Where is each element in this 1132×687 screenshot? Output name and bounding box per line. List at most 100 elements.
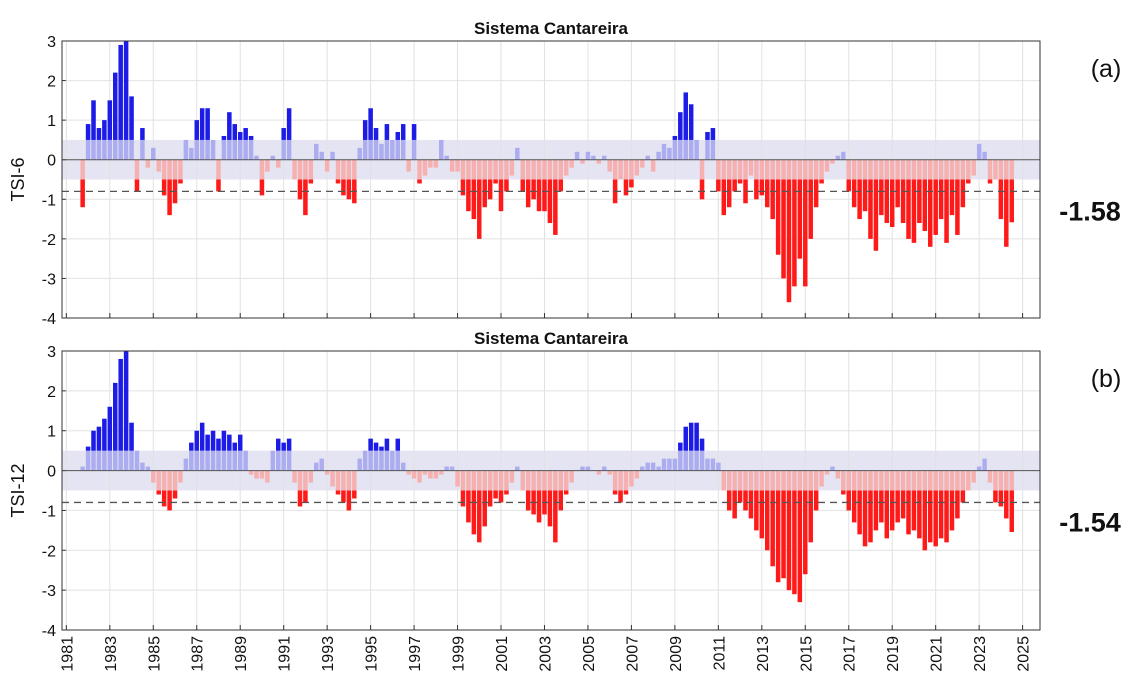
bar-beyond-band [748,490,754,519]
bar-beyond-band [1009,179,1014,223]
bar-beyond-band [276,438,281,451]
bar [971,470,976,483]
y-tick-label: 0 [47,464,56,481]
bar-beyond-band [227,112,232,140]
bar-beyond-band [732,179,737,192]
bar-beyond-band [107,100,113,140]
bar-beyond-band [346,490,352,511]
bar [286,438,292,471]
bar [449,466,455,471]
x-tick-label: 2025 [1016,636,1033,672]
bar-beyond-band [373,128,379,140]
bar-beyond-band [297,490,303,507]
bar [368,438,373,471]
bar-beyond-band [189,442,194,451]
bar [96,128,102,160]
bar [417,159,422,184]
bar-beyond-band [759,179,765,196]
bar-beyond-band [895,490,900,523]
bar [373,442,379,471]
y-tick-label: -1 [42,503,56,520]
bar-beyond-band [504,490,509,495]
bar [254,470,259,479]
bar [417,470,422,483]
x-tick-label: 2009 [668,636,685,672]
bar-beyond-band [102,120,107,140]
bar-beyond-band [547,179,553,224]
bar [835,470,841,479]
bar [352,470,357,499]
x-tick-label: 2013 [755,636,772,672]
bar [379,446,384,471]
bar [487,470,493,507]
bar [830,466,835,471]
bar [498,470,504,503]
bar-beyond-band [411,124,417,140]
x-tick-label: 2017 [842,636,859,672]
x-tick-label: 1983 [103,636,120,672]
bar-beyond-band [395,438,401,451]
bar [569,159,574,168]
bar [819,159,824,184]
bar [395,438,401,471]
y-tick-label: -2 [42,543,56,560]
bar-beyond-band [841,490,846,495]
bar-beyond-band [873,490,879,531]
bar-beyond-band [754,490,759,531]
bar [824,159,830,172]
bar-beyond-band [678,112,683,140]
bar-beyond-band [862,179,868,212]
bar-beyond-band [477,490,482,543]
bar [645,462,650,471]
bar-beyond-band [813,179,819,208]
bar [161,470,167,507]
bar-beyond-band [553,179,558,235]
bar [449,159,455,172]
bar-beyond-band [933,179,938,235]
bar [596,470,602,475]
bar-beyond-band [1009,490,1014,532]
bar-beyond-band [678,442,683,451]
bar-beyond-band [471,490,477,535]
bar-beyond-band [993,490,998,503]
bar [699,438,705,471]
bar [314,462,319,471]
bar [504,159,509,192]
bar [574,151,580,160]
bar-beyond-band [813,490,819,511]
bar [993,470,998,503]
bar [330,470,335,487]
bar-beyond-band [889,179,895,227]
bar-beyond-band [781,490,786,579]
bar [390,139,395,160]
panel-label: (b) [1091,365,1122,393]
bar-beyond-band [775,179,781,255]
bar [607,159,612,172]
bar [145,159,151,168]
bar-beyond-band [531,179,536,200]
bar-beyond-band [759,490,765,539]
bar [563,470,569,495]
bar-beyond-band [911,179,917,243]
bar [276,159,281,168]
bar-beyond-band [938,490,944,539]
bar-beyond-band [906,179,911,239]
bar [270,450,276,471]
bar [297,470,303,507]
x-tick-label: 1999 [451,636,468,672]
bar [270,155,276,160]
bar [618,159,623,180]
bar [134,450,140,471]
bar-beyond-band [477,179,482,239]
bar-beyond-band [889,490,895,531]
bar [411,470,417,479]
bar [221,135,227,160]
bar-beyond-band [1004,490,1009,519]
bar-beyond-band [172,490,178,499]
bar [281,128,286,160]
bar [330,151,335,160]
bar-beyond-band [194,120,199,140]
bar [319,458,324,471]
bar-beyond-band [873,179,879,251]
bar-beyond-band [286,438,292,451]
